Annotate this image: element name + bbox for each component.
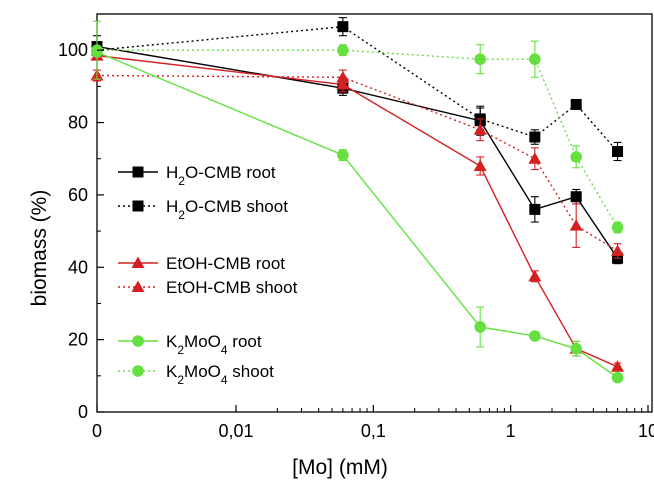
legend-entry: K2MoO4 shoot bbox=[118, 362, 274, 387]
legend-marker bbox=[132, 335, 144, 347]
x-tick-label: 1 bbox=[506, 421, 516, 441]
data-point bbox=[611, 360, 625, 372]
legend-label: H2O-CMB shoot bbox=[166, 197, 288, 222]
legend-label: K2MoO4 shoot bbox=[166, 362, 274, 387]
legend-label-part: 2 bbox=[178, 174, 185, 188]
data-point bbox=[612, 145, 624, 157]
legend-label-part: K bbox=[166, 362, 178, 381]
x-tick-label: 0 bbox=[92, 421, 102, 441]
legend-marker bbox=[132, 200, 144, 212]
legend-label-part: 4 bbox=[221, 343, 228, 357]
y-tick-label: 40 bbox=[68, 257, 88, 277]
data-point bbox=[474, 321, 486, 333]
data-point bbox=[336, 70, 350, 83]
legend-label-part: shoot bbox=[228, 362, 275, 381]
legend-label-part: EtOH-CMB shoot bbox=[166, 278, 298, 297]
legend-marker bbox=[131, 256, 145, 268]
x-tick-label: 0,1 bbox=[361, 421, 386, 441]
legend-marker bbox=[131, 280, 145, 292]
y-tick-label: 80 bbox=[68, 113, 88, 133]
data-point bbox=[570, 342, 582, 355]
series-line bbox=[97, 49, 619, 228]
plot-frame bbox=[96, 13, 653, 413]
data-point bbox=[570, 151, 582, 163]
legend-marker bbox=[132, 365, 144, 377]
data-point bbox=[611, 221, 624, 234]
data-point bbox=[473, 123, 487, 135]
data-point bbox=[529, 131, 541, 143]
data-point bbox=[528, 152, 542, 164]
data-point bbox=[528, 269, 542, 282]
data-point bbox=[529, 53, 541, 66]
y-axis-title: biomass (%) bbox=[28, 190, 51, 307]
legend-label: H2O-CMB root bbox=[166, 163, 276, 188]
data-point bbox=[611, 371, 624, 384]
series-line bbox=[96, 51, 618, 379]
x-axis-title: [Mo] (mM) bbox=[292, 456, 388, 479]
legend-label-part: EtOH-CMB root bbox=[166, 254, 285, 273]
legend-label: EtOH-CMB root bbox=[166, 254, 285, 273]
series-line bbox=[96, 25, 619, 152]
legend-label: EtOH-CMB shoot bbox=[166, 278, 298, 297]
data-point bbox=[337, 21, 349, 33]
data-point bbox=[474, 53, 486, 66]
data-point bbox=[569, 219, 583, 231]
legend-label-part: O-CMB root bbox=[185, 163, 276, 182]
legend-label-part: 2 bbox=[178, 208, 185, 222]
legend-label-part: H bbox=[166, 163, 178, 182]
legend-label-part: 2 bbox=[177, 373, 184, 387]
legend-entry: H2O-CMB shoot bbox=[118, 197, 288, 222]
series-line bbox=[96, 74, 618, 252]
legend-label-part: 2 bbox=[177, 343, 184, 357]
legend-label-part: K bbox=[166, 332, 178, 351]
legend-label-part: O-CMB shoot bbox=[185, 197, 288, 216]
legend-label-part: H bbox=[166, 197, 178, 216]
y-tick-label: 20 bbox=[68, 330, 88, 350]
series-6 bbox=[91, 20, 624, 234]
y-tick-label: 100 bbox=[58, 40, 88, 60]
series-line bbox=[96, 54, 618, 368]
series-4 bbox=[90, 69, 625, 259]
data-point bbox=[337, 149, 349, 161]
legend-label-part: MoO bbox=[184, 332, 221, 351]
data-point bbox=[611, 244, 625, 256]
series-line bbox=[96, 45, 619, 259]
legend-entry: EtOH-CMB root bbox=[118, 254, 285, 273]
legend-label-part: root bbox=[228, 332, 262, 351]
legend-entry: EtOH-CMB shoot bbox=[118, 278, 298, 297]
legend-label-part: MoO bbox=[184, 362, 221, 381]
data-point bbox=[473, 159, 487, 171]
data-point bbox=[570, 98, 582, 110]
data-point bbox=[529, 330, 541, 342]
data-point bbox=[337, 44, 349, 56]
series-2 bbox=[91, 17, 624, 162]
data-point bbox=[529, 203, 541, 215]
y-tick-label: 0 bbox=[78, 402, 88, 422]
legend-marker bbox=[132, 166, 144, 178]
y-tick-label: 60 bbox=[68, 185, 88, 205]
legend-entry: H2O-CMB root bbox=[118, 163, 276, 188]
legend-entry: K2MoO4 root bbox=[118, 332, 262, 357]
x-tick-label: 0,01 bbox=[218, 421, 253, 441]
legend-label-part: 4 bbox=[221, 373, 228, 387]
data-point bbox=[570, 191, 582, 203]
series-layer bbox=[90, 17, 625, 384]
legend-label: K2MoO4 root bbox=[166, 332, 262, 357]
series-1 bbox=[91, 35, 624, 265]
x-tick-label: 10 bbox=[638, 421, 654, 441]
plot-area-border bbox=[96, 13, 653, 413]
